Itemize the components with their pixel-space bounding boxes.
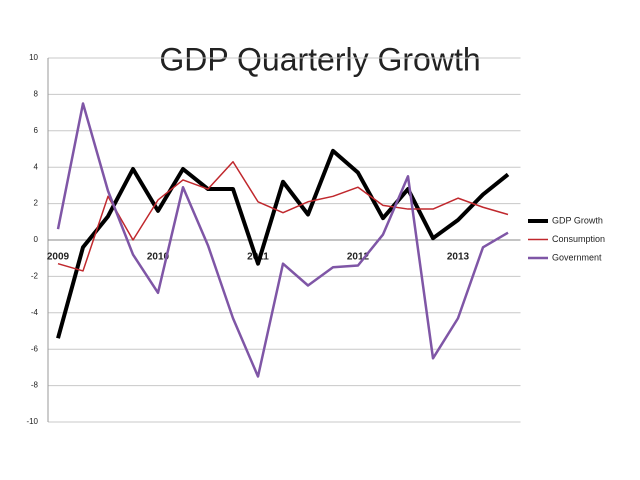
- chart-title: GDP Quarterly Growth: [159, 41, 480, 77]
- series-line: [56, 148, 510, 339]
- y-tick-label: -4: [31, 308, 39, 317]
- legend-label: GDP Growth: [552, 215, 603, 225]
- series-line: [57, 160, 509, 272]
- legend-label: Consumption: [552, 234, 605, 244]
- y-tick-label: 8: [34, 90, 39, 99]
- x-tick-label: 2009: [47, 252, 70, 263]
- y-tick-label: 10: [29, 53, 38, 62]
- legend-label: Government: [552, 252, 602, 262]
- x-tick-label: 2012: [347, 252, 370, 263]
- y-tick-label: -8: [31, 381, 39, 390]
- y-tick-label: -6: [31, 344, 39, 353]
- x-tick-label: 2010: [147, 252, 170, 263]
- x-tick-label: 2013: [447, 252, 470, 263]
- series-line: [56, 102, 509, 378]
- y-tick-label: 2: [34, 199, 39, 208]
- y-tick-label: 0: [34, 235, 39, 244]
- y-tick-label: -10: [26, 417, 38, 426]
- y-tick-label: -2: [31, 272, 39, 281]
- y-tick-label: 6: [34, 126, 39, 135]
- y-tick-label: 4: [34, 162, 39, 171]
